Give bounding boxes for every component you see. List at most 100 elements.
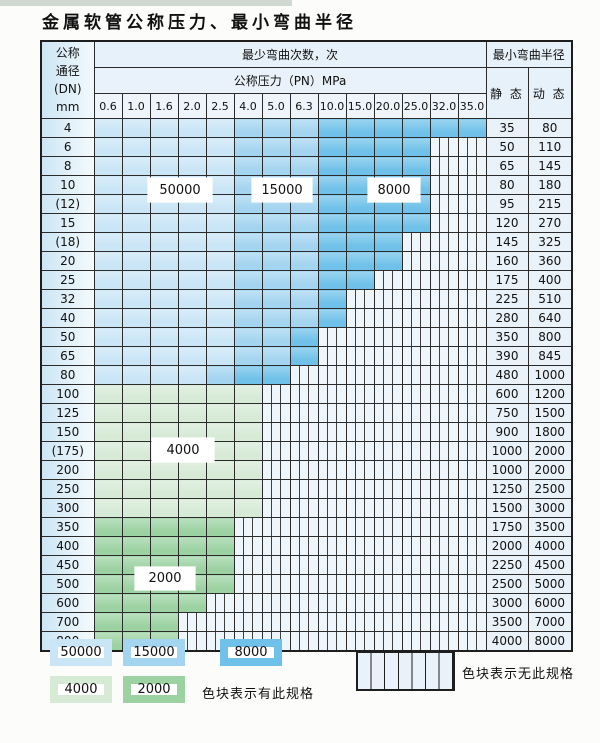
- no-spec-cell: [401, 555, 431, 575]
- spec-cell: [205, 175, 235, 195]
- legend-swatch-2000-label: 2000: [137, 682, 171, 697]
- no-spec-cell: [429, 536, 459, 556]
- spec-cell: [205, 403, 235, 423]
- spec-cell: [401, 137, 431, 157]
- spec-cell: [177, 270, 207, 290]
- table-row: 125 750 1500: [40, 403, 573, 423]
- dynamic-radius-cell: 8000: [527, 631, 573, 652]
- spec-cell: [149, 213, 179, 233]
- spec-cell: [261, 289, 291, 309]
- no-spec-cell: [457, 517, 487, 537]
- spec-cell: [289, 156, 319, 176]
- spec-cell: [205, 574, 235, 594]
- spec-cell: [121, 365, 151, 385]
- table-row: 80040008000: [40, 631, 573, 652]
- spec-cell: [261, 118, 291, 138]
- no-spec-cell: [373, 289, 403, 309]
- spec-cell: [177, 308, 207, 328]
- no-spec-cell: [345, 403, 375, 423]
- no-spec-cell: [401, 631, 431, 652]
- no-spec-cell: [233, 517, 263, 537]
- spec-cell: [93, 327, 123, 347]
- dynamic-radius-cell: 6000: [527, 593, 573, 613]
- static-radius-cell: 50: [485, 137, 529, 157]
- table-row: 500 2500 5000: [40, 574, 573, 594]
- no-spec-cell: [233, 612, 263, 632]
- static-radius-cell: 750: [485, 403, 529, 423]
- no-spec-cell: [373, 479, 403, 499]
- spec-cell: [233, 232, 263, 252]
- no-spec-cell: [457, 175, 487, 195]
- no-spec-cell: [289, 612, 319, 632]
- pressure-table-wrap: 公称 通径 (DN) mm 最少弯曲次数，次 最小弯曲半径 公称压力（PN）MPa 静 …: [40, 40, 573, 652]
- no-spec-cell: [457, 346, 487, 366]
- pressure-value-header: 4.0: [233, 93, 263, 119]
- no-spec-cell: [457, 593, 487, 613]
- no-spec-cell: [373, 270, 403, 290]
- spec-cell: [373, 156, 403, 176]
- spec-cell: [317, 308, 347, 328]
- no-spec-cell: [429, 289, 459, 309]
- spec-cell: [121, 498, 151, 518]
- spec-cell: [289, 327, 319, 347]
- spec-cell: [93, 403, 123, 423]
- spec-cell: [149, 612, 179, 632]
- pressure-value-header: 15.0: [345, 93, 375, 119]
- no-spec-cell: [429, 403, 459, 423]
- static-radius-cell: 600: [485, 384, 529, 404]
- spec-cell: [121, 460, 151, 480]
- table-row: 4 35 80: [40, 118, 573, 138]
- no-spec-cell: [457, 308, 487, 328]
- no-spec-cell: [261, 384, 291, 404]
- table-row: 80 480 1000: [40, 365, 573, 385]
- legend-swatch-2000: 2000: [123, 676, 185, 703]
- spec-cell: [177, 460, 207, 480]
- table-row: 6 50 110: [40, 137, 573, 157]
- no-spec-cell: [457, 460, 487, 480]
- spec-cell: [93, 612, 123, 632]
- table-row: 200 1000 2000: [40, 460, 573, 480]
- no-spec-cell: [177, 612, 207, 632]
- no-spec-cell: [261, 574, 291, 594]
- no-spec-cell: [345, 593, 375, 613]
- no-spec-cell: [261, 555, 291, 575]
- spec-cell: [177, 118, 207, 138]
- spec-cell: [289, 289, 319, 309]
- spec-cell: [149, 536, 179, 556]
- spec-cell: [205, 536, 235, 556]
- spec-cell: [93, 422, 123, 442]
- no-spec-cell: [317, 498, 347, 518]
- spec-cell: [121, 251, 151, 271]
- spec-cell: [149, 270, 179, 290]
- no-spec-cell: [401, 441, 431, 461]
- pressure-header: 公称压力（PN）MPa: [93, 67, 487, 94]
- spec-cell: [121, 441, 151, 461]
- table-row: 15 120 270: [40, 213, 573, 233]
- table-row: 600 3000 6000: [40, 593, 573, 613]
- no-spec-cell: [457, 536, 487, 556]
- no-spec-cell: [317, 422, 347, 442]
- no-spec-cell: [345, 384, 375, 404]
- spec-cell: [261, 156, 291, 176]
- table-row: 40 280 640: [40, 308, 573, 328]
- dynamic-radius-cell: 4500: [527, 555, 573, 575]
- corner-header-dn: 公称 通径 (DN) mm: [40, 40, 95, 119]
- dn-cell: 200: [40, 460, 95, 480]
- spec-cell: [317, 156, 347, 176]
- spec-cell: [289, 118, 319, 138]
- no-spec-cell: [205, 612, 235, 632]
- spec-cell: [205, 270, 235, 290]
- static-radius-cell: 280: [485, 308, 529, 328]
- dn-cell: 15: [40, 213, 95, 233]
- spec-cell: [345, 118, 375, 138]
- spec-cell: [317, 137, 347, 157]
- no-spec-cell: [345, 612, 375, 632]
- table-row: 32 225 510: [40, 289, 573, 309]
- no-spec-cell: [429, 555, 459, 575]
- no-spec-cell: [401, 536, 431, 556]
- spec-cell: [149, 384, 179, 404]
- spec-cell: [93, 270, 123, 290]
- pressure-value-header: 35.0: [457, 93, 487, 119]
- spec-cell: [373, 137, 403, 157]
